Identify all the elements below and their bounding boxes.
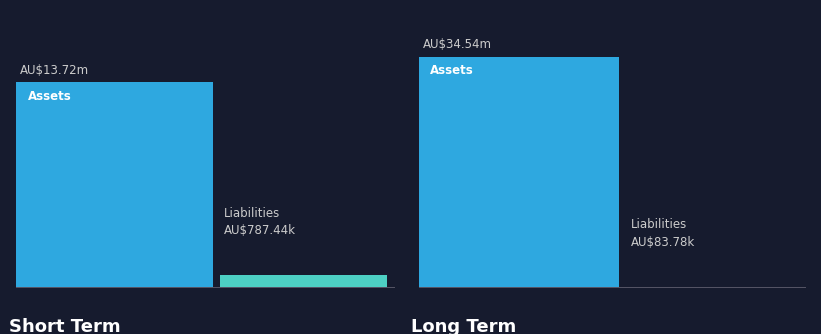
Text: Liabilities: Liabilities (631, 218, 687, 231)
Text: AU$34.54m: AU$34.54m (423, 38, 492, 51)
Text: AU$13.72m: AU$13.72m (21, 64, 89, 77)
Text: Assets: Assets (430, 64, 474, 77)
Text: Short Term: Short Term (9, 318, 121, 334)
Text: Long Term: Long Term (411, 318, 516, 334)
Bar (16, 82, 213, 287)
Bar (220, 276, 387, 287)
Text: Assets: Assets (28, 90, 71, 103)
Text: Liabilities: Liabilities (224, 207, 281, 220)
Text: AU$787.44k: AU$787.44k (224, 224, 296, 237)
Text: AU$83.78k: AU$83.78k (631, 235, 695, 248)
Bar (419, 56, 619, 287)
